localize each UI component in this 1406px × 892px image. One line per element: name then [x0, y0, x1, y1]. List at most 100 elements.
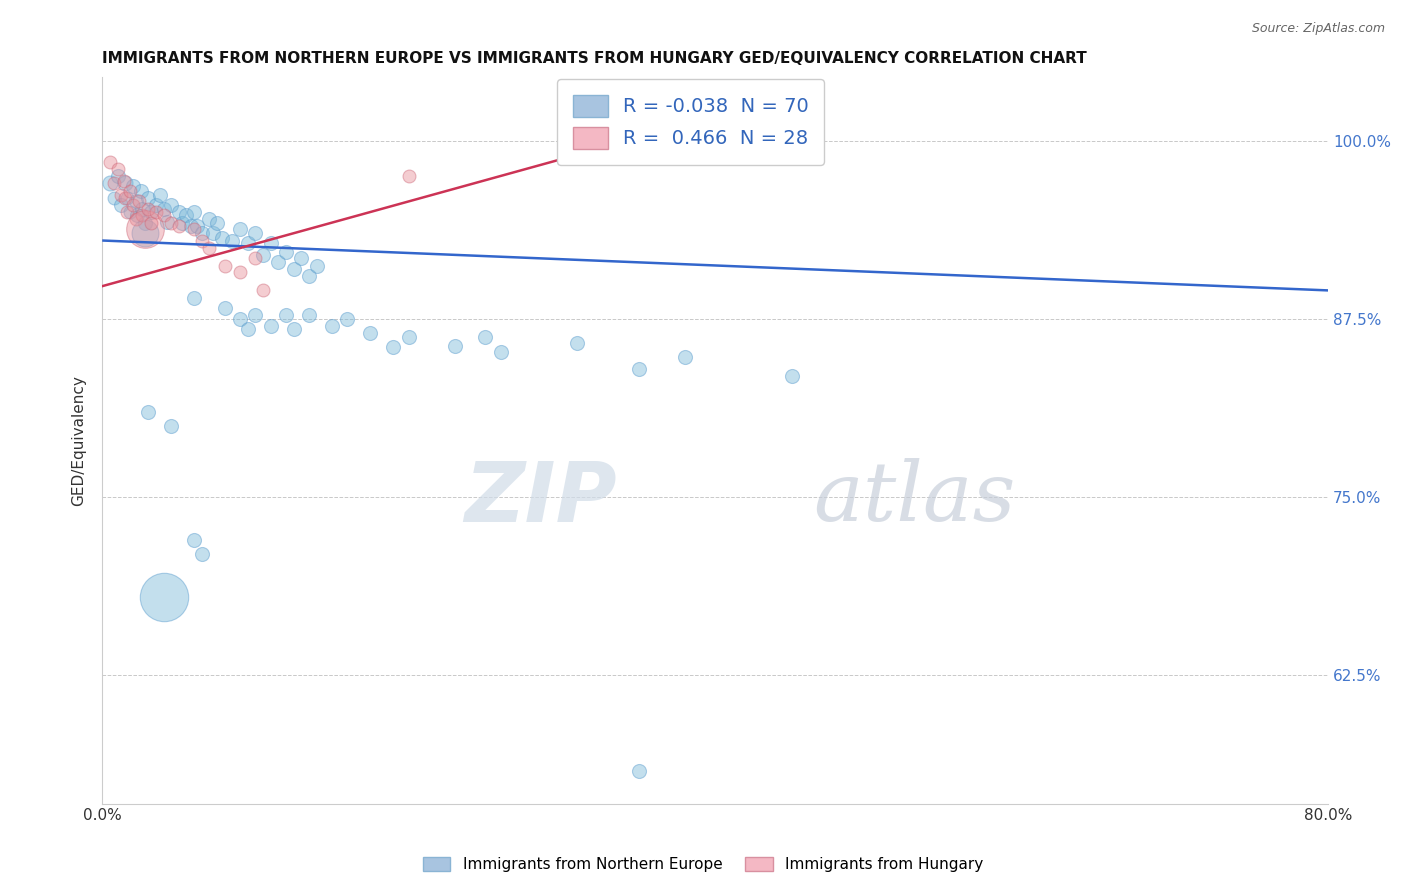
Point — [214, 259, 236, 273]
Point — [118, 205, 141, 219]
Point — [274, 308, 297, 322]
Point — [274, 244, 297, 259]
Point — [112, 174, 135, 188]
Point — [201, 227, 224, 241]
Point — [129, 184, 152, 198]
Point — [443, 339, 465, 353]
Point — [145, 205, 167, 219]
Point — [229, 312, 252, 326]
Text: Source: ZipAtlas.com: Source: ZipAtlas.com — [1251, 22, 1385, 36]
Point — [191, 227, 214, 241]
Text: IMMIGRANTS FROM NORTHERN EUROPE VS IMMIGRANTS FROM HUNGARY GED/EQUIVALENCY CORRE: IMMIGRANTS FROM NORTHERN EUROPE VS IMMIG… — [103, 51, 1087, 66]
Point — [321, 319, 343, 334]
Point — [118, 184, 141, 198]
Point — [260, 319, 283, 334]
Point — [114, 177, 136, 191]
Point — [152, 202, 174, 216]
Text: atlas: atlas — [813, 458, 1015, 538]
Point — [186, 219, 208, 234]
Point — [229, 222, 252, 236]
Point — [134, 227, 156, 241]
Point — [229, 265, 252, 279]
Point — [167, 205, 190, 219]
Point — [382, 340, 405, 354]
Point — [121, 179, 143, 194]
Point — [183, 222, 205, 236]
Point — [191, 547, 214, 561]
Point — [252, 284, 274, 298]
Point — [145, 198, 167, 212]
Point — [336, 312, 359, 326]
Point — [141, 216, 163, 230]
Point — [160, 216, 183, 230]
Point — [160, 198, 183, 212]
Point — [136, 202, 159, 216]
Point — [134, 222, 156, 236]
Point — [298, 308, 321, 322]
Point — [176, 208, 198, 222]
Point — [780, 368, 803, 383]
Point — [149, 187, 172, 202]
Text: ZIP: ZIP — [464, 458, 617, 539]
Point — [152, 590, 174, 604]
Point — [627, 361, 650, 376]
Point — [198, 212, 221, 227]
Point — [110, 198, 132, 212]
Point — [115, 191, 138, 205]
Point — [125, 194, 148, 208]
Point — [567, 336, 589, 351]
Point — [627, 764, 650, 778]
Point — [141, 205, 163, 219]
Point — [180, 219, 202, 234]
Point — [191, 234, 214, 248]
Point — [489, 344, 512, 359]
Point — [245, 227, 267, 241]
Point — [127, 208, 149, 222]
Point — [155, 215, 177, 229]
Point — [110, 187, 132, 202]
Point — [283, 322, 305, 336]
Point — [236, 322, 259, 336]
Point — [252, 248, 274, 262]
Point — [221, 234, 243, 248]
Point — [103, 191, 125, 205]
Point — [198, 241, 221, 255]
Point — [283, 262, 305, 277]
Point — [214, 301, 236, 315]
Legend: Immigrants from Northern Europe, Immigrants from Hungary: Immigrants from Northern Europe, Immigra… — [415, 849, 991, 880]
Point — [98, 155, 121, 169]
Point — [121, 198, 143, 212]
Point — [267, 255, 290, 269]
Point — [183, 205, 205, 219]
Point — [260, 236, 283, 251]
Point — [612, 131, 634, 145]
Point — [305, 259, 328, 273]
Point — [245, 308, 267, 322]
Point — [125, 212, 148, 227]
Point — [114, 191, 136, 205]
Point — [236, 236, 259, 251]
Point — [103, 177, 125, 191]
Point — [115, 205, 138, 219]
Point — [205, 216, 228, 230]
Point — [183, 533, 205, 547]
Legend: R = -0.038  N = 70, R =  0.466  N = 28: R = -0.038 N = 70, R = 0.466 N = 28 — [557, 79, 824, 165]
Point — [398, 169, 420, 184]
Point — [359, 326, 381, 341]
Point — [136, 404, 159, 418]
Point — [245, 251, 267, 265]
Point — [107, 162, 129, 177]
Point — [183, 291, 205, 305]
Point — [131, 208, 153, 222]
Point — [134, 216, 156, 230]
Point — [170, 216, 193, 230]
Point — [128, 194, 150, 208]
Point — [398, 330, 420, 344]
Point — [673, 351, 696, 365]
Point — [152, 208, 174, 222]
Point — [98, 177, 121, 191]
Point — [474, 330, 496, 344]
Y-axis label: GED/Equivalency: GED/Equivalency — [72, 375, 86, 506]
Point — [107, 169, 129, 184]
Point — [131, 202, 153, 216]
